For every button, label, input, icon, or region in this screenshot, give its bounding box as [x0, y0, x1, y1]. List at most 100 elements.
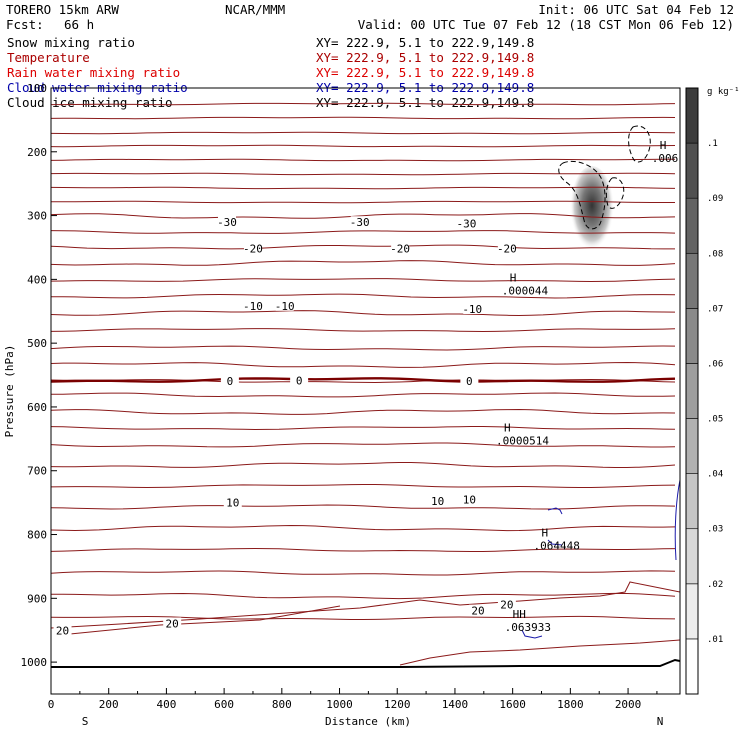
y-tick-label: 1000 [21, 656, 48, 669]
x-tick-label: 1600 [499, 698, 526, 711]
extremum-mark: H [504, 422, 511, 435]
isotherm-line [51, 484, 676, 489]
colorbar-cell [685, 197, 699, 254]
extremum-value: .000044 [502, 285, 549, 298]
isotherm-line [51, 186, 676, 190]
cloud-ice-contours [558, 125, 651, 230]
temperature-contour-label: 20 [166, 617, 179, 630]
y-tick-label: 100 [27, 82, 47, 95]
isotherm-line [51, 244, 675, 250]
temperature-contour-label: -10 [462, 303, 482, 316]
extremum-mark: HH [513, 608, 526, 621]
contour-label-bg [163, 617, 182, 629]
isotherm-line [51, 102, 676, 106]
x-tick-label: 1200 [384, 698, 411, 711]
temperature-contour-label: 10 [431, 495, 444, 508]
field-xy-cloud-ice: XY= 222.9, 5.1 to 222.9,149.8 [316, 95, 534, 110]
x-tick-label: 1800 [557, 698, 584, 711]
isotherm-line [51, 361, 676, 368]
field-xy-temperature: XY= 222.9, 5.1 to 222.9,149.8 [316, 50, 534, 65]
y-tick-label: 400 [27, 273, 47, 286]
contour-label-bg [243, 242, 262, 254]
cloud-water-contours [521, 479, 680, 639]
colorbar-level: .07 [707, 304, 723, 314]
isotherm-line [51, 547, 676, 552]
extremum-value: .063933 [505, 621, 551, 634]
isotherm-line [51, 131, 676, 135]
isotherm-line [51, 328, 676, 333]
contour-label-bg [463, 302, 482, 314]
x-tick-label: 0 [48, 698, 55, 711]
temperature-contour-label: -20 [497, 242, 517, 255]
colorbar-level: .09 [707, 194, 723, 204]
isotherm-line [51, 200, 675, 204]
header: TORERO 15km ARW NCAR/MMM Init: 06 UTC Sa… [6, 2, 734, 32]
fcst-label: Fcst: [6, 17, 44, 32]
contour-label-bg [469, 604, 488, 616]
temperature-contour-label: 20 [500, 598, 513, 611]
isotherm-line [51, 408, 676, 415]
colorbar-unit: g kg⁻¹ [707, 87, 740, 97]
isotherm-line [51, 462, 676, 468]
x-axis-south: S [82, 715, 89, 728]
init-time: Init: 06 UTC Sat 04 Feb 12 [538, 2, 734, 17]
colorbar-cell [685, 308, 699, 364]
field-name-snow: Snow mixing ratio [7, 35, 135, 50]
isotherm-line [51, 310, 676, 317]
y-tick-label: 300 [27, 210, 47, 223]
cloud-ice-contour [605, 177, 625, 209]
isotherm-line [51, 213, 676, 219]
isotherm-line [51, 570, 676, 576]
extremum-value: .064448 [534, 539, 580, 552]
isotherm-line [51, 158, 675, 162]
isotherm-line [51, 592, 676, 600]
isotherm-line [51, 504, 676, 510]
colorbar-cell [685, 363, 699, 419]
isotherm-line [51, 278, 676, 283]
contour-label-bg [350, 216, 369, 228]
y-tick-label: 200 [27, 146, 47, 159]
colorbar-cell [685, 583, 699, 640]
y-tick-label: 900 [27, 592, 47, 605]
x-axis-label: Distance (km) [325, 715, 411, 728]
extremum-value: .0000514 [496, 435, 549, 448]
field-name-cloud-ice: Cloud ice mixing ratio [7, 95, 173, 110]
field-name-rain: Rain water mixing ratio [7, 65, 180, 80]
extremum-value: .006 [652, 152, 679, 165]
contour-label-bg [457, 217, 476, 229]
extremum-mark: H [510, 272, 517, 285]
colorbar-level: .06 [707, 359, 723, 369]
isotherm-line [51, 260, 676, 266]
ground-line [51, 658, 680, 668]
cloud-water-contour [547, 507, 563, 515]
colorbar-level: .08 [707, 249, 723, 259]
colorbar-cell [685, 87, 699, 144]
cloud-ice-contour [558, 160, 606, 230]
colorbar-level: .05 [707, 415, 723, 425]
temperature-contour-label: 0 [466, 375, 473, 388]
snow-shading [570, 166, 614, 254]
x-tick-label: 800 [272, 698, 292, 711]
y-tick-label: 600 [27, 401, 47, 414]
colorbar-cell [685, 252, 699, 309]
cloud-water-contour [521, 629, 543, 639]
x-tick-label: 1000 [326, 698, 353, 711]
field-xy-rain: XY= 222.9, 5.1 to 222.9,149.8 [316, 65, 534, 80]
colorbar-level: .03 [707, 525, 723, 535]
isotherm-line [51, 615, 676, 620]
contour-label-bg [497, 242, 516, 254]
contour-label-bg [223, 496, 242, 508]
temperature-contour-label: -30 [217, 216, 237, 229]
contour-label-bg [218, 216, 237, 228]
org-label: NCAR/MMM [225, 2, 285, 17]
valid-time: Valid: 00 UTC Tue 07 Feb 12 (18 CST Mon … [358, 17, 734, 32]
isotherm-line [51, 524, 676, 532]
colorbar: .01 .02 .03 .04 .05 .06 .07 .08 .09 .1 g kg⁻¹ [685, 87, 740, 695]
isotherms [51, 102, 680, 666]
contour-label-bg [275, 299, 294, 311]
temperature-contour-label: 0 [296, 374, 303, 387]
cloud-ice-contour [628, 125, 651, 163]
plot-area: -30 -30 -30 -20 -20 -20 -10 -10 -10 0 0 0 10 10 10 20 20… [51, 102, 680, 668]
colorbar-cell [685, 528, 699, 585]
field-name-temperature: Temperature [7, 50, 90, 65]
